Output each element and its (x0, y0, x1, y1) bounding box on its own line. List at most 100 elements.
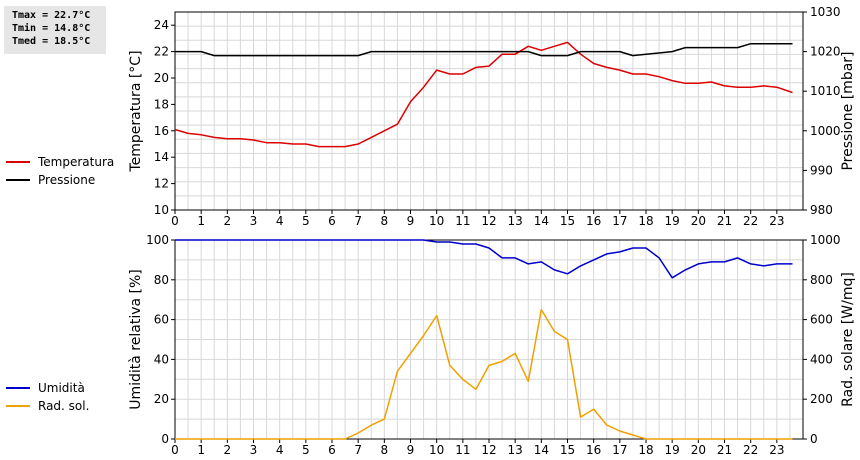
y-tick-label: 12 (154, 177, 169, 191)
x-tick-label: 18 (638, 443, 653, 457)
x-tick-label: 10 (429, 443, 444, 457)
y-tick-label: 60 (154, 313, 169, 327)
y-tick-label: 0 (161, 432, 169, 446)
legend-bottom: Umidità Rad. sol. (6, 379, 89, 415)
x-tick-label: 4 (276, 443, 284, 457)
x-tick-label: 12 (481, 214, 496, 228)
x-tick-label: 10 (429, 214, 444, 228)
y-tick-label: 20 (154, 71, 169, 85)
x-tick-label: 1 (197, 443, 205, 457)
legend-label: Pressione (38, 173, 96, 187)
y2-tick-label: 200 (810, 392, 833, 406)
chart-panel-2: 0 1 2 3 4 5 6 7 8 9 10 11 12 13 14 15 16 17 18 19 20 21 22 2302… (128, 233, 856, 457)
x-tick-label: 16 (586, 214, 601, 228)
x-tick-label: 2 (224, 443, 232, 457)
legend-label: Umidità (38, 381, 85, 395)
x-tick-label: 8 (381, 443, 389, 457)
x-tick-label: 14 (534, 214, 549, 228)
x-tick-label: 9 (407, 443, 415, 457)
series-line-rad-sol (175, 308, 793, 440)
x-tick-label: 3 (250, 214, 258, 228)
x-tick-label: 6 (328, 214, 336, 228)
y2-tick-label: 1030 (810, 5, 841, 19)
x-tick-label: 11 (455, 214, 470, 228)
y2-tick-label: 1000 (810, 124, 841, 138)
series-line-temperatura (174, 41, 793, 148)
x-tick-label: 4 (276, 214, 284, 228)
x-tick-label: 17 (612, 443, 627, 457)
x-tick-label: 23 (769, 214, 784, 228)
legend-swatch (6, 387, 30, 389)
y2-tick-label: 0 (810, 432, 818, 446)
x-tick-label: 12 (481, 443, 496, 457)
x-tick-label: 13 (508, 214, 523, 228)
y2-tick-label: 400 (810, 352, 833, 366)
y-tick-label: 100 (146, 233, 169, 247)
y2-axis-title: Pressione [mbar] (840, 51, 856, 170)
x-tick-label: 13 (508, 443, 523, 457)
x-tick-label: 7 (354, 443, 362, 457)
y-tick-label: 10 (154, 203, 169, 217)
x-tick-label: 0 (171, 214, 179, 228)
x-tick-label: 22 (743, 214, 758, 228)
stats-box: Tmax = 22.7°C Tmin = 14.8°C Tmed = 18.5°… (4, 6, 106, 54)
x-tick-label: 19 (665, 214, 680, 228)
x-tick-label: 15 (560, 443, 575, 457)
y-tick-label: 20 (154, 392, 169, 406)
y2-tick-label: 990 (810, 163, 833, 177)
x-tick-label: 20 (691, 443, 706, 457)
y2-tick-label: 600 (810, 313, 833, 327)
x-tick-label: 15 (560, 214, 575, 228)
x-tick-label: 6 (328, 443, 336, 457)
legend-label: Rad. sol. (38, 399, 90, 413)
x-tick-label: 3 (250, 443, 258, 457)
y2-tick-label: 1010 (810, 84, 841, 98)
y-axis-title: Temperatura [°C] (128, 50, 144, 172)
legend-swatch (6, 405, 30, 407)
legend-item-temperatura: Temperatura (6, 153, 114, 171)
y-tick-label: 22 (154, 45, 169, 59)
x-tick-label: 18 (638, 214, 653, 228)
x-tick-label: 17 (612, 214, 627, 228)
x-tick-label: 1 (197, 214, 205, 228)
y2-tick-label: 1020 (810, 45, 841, 59)
x-tick-label: 16 (586, 443, 601, 457)
y2-tick-label: 980 (810, 203, 833, 217)
legend-top: Temperatura Pressione (6, 153, 114, 189)
x-tick-label: 5 (302, 214, 310, 228)
x-tick-label: 14 (534, 443, 549, 457)
legend-swatch (6, 161, 30, 163)
y-axis-title: Umidità relativa [%] (128, 269, 144, 410)
x-tick-label: 5 (302, 443, 310, 457)
x-tick-label: 19 (665, 443, 680, 457)
legend-swatch (6, 179, 30, 181)
y-tick-label: 16 (154, 124, 169, 138)
x-tick-label: 7 (354, 214, 362, 228)
x-tick-label: 22 (743, 443, 758, 457)
series-line-pressione (175, 42, 793, 57)
legend-item-rad-sol: Rad. sol. (6, 397, 89, 415)
y-tick-label: 40 (154, 352, 169, 366)
y2-axis-title: Rad. solare [W/mq] (840, 272, 856, 407)
y-tick-label: 80 (154, 273, 169, 287)
x-tick-label: 23 (769, 443, 784, 457)
series-line-umidit (175, 239, 793, 279)
x-tick-label: 20 (691, 214, 706, 228)
tmax-text: Tmax = 22.7°C (12, 10, 91, 21)
x-tick-label: 21 (717, 214, 732, 228)
x-tick-label: 8 (381, 214, 389, 228)
y-tick-label: 24 (154, 18, 169, 32)
x-tick-label: 0 (171, 443, 179, 457)
legend-label: Temperatura (38, 155, 115, 169)
legend-item-pressione: Pressione (6, 171, 114, 189)
y2-tick-label: 1000 (810, 233, 841, 247)
x-tick-label: 2 (224, 214, 232, 228)
tmed-text: Tmed = 18.5°C (12, 36, 91, 47)
x-tick-label: 9 (407, 214, 415, 228)
x-tick-label: 21 (717, 443, 732, 457)
chart-panel-1: 0 1 2 3 4 5 6 7 8 9 10 11 12 13 14 15 16 17 18 19 20 21 22 2310… (128, 5, 856, 228)
y2-tick-label: 800 (810, 273, 833, 287)
tmin-text: Tmin = 14.8°C (12, 23, 91, 34)
x-tick-label: 11 (455, 443, 470, 457)
